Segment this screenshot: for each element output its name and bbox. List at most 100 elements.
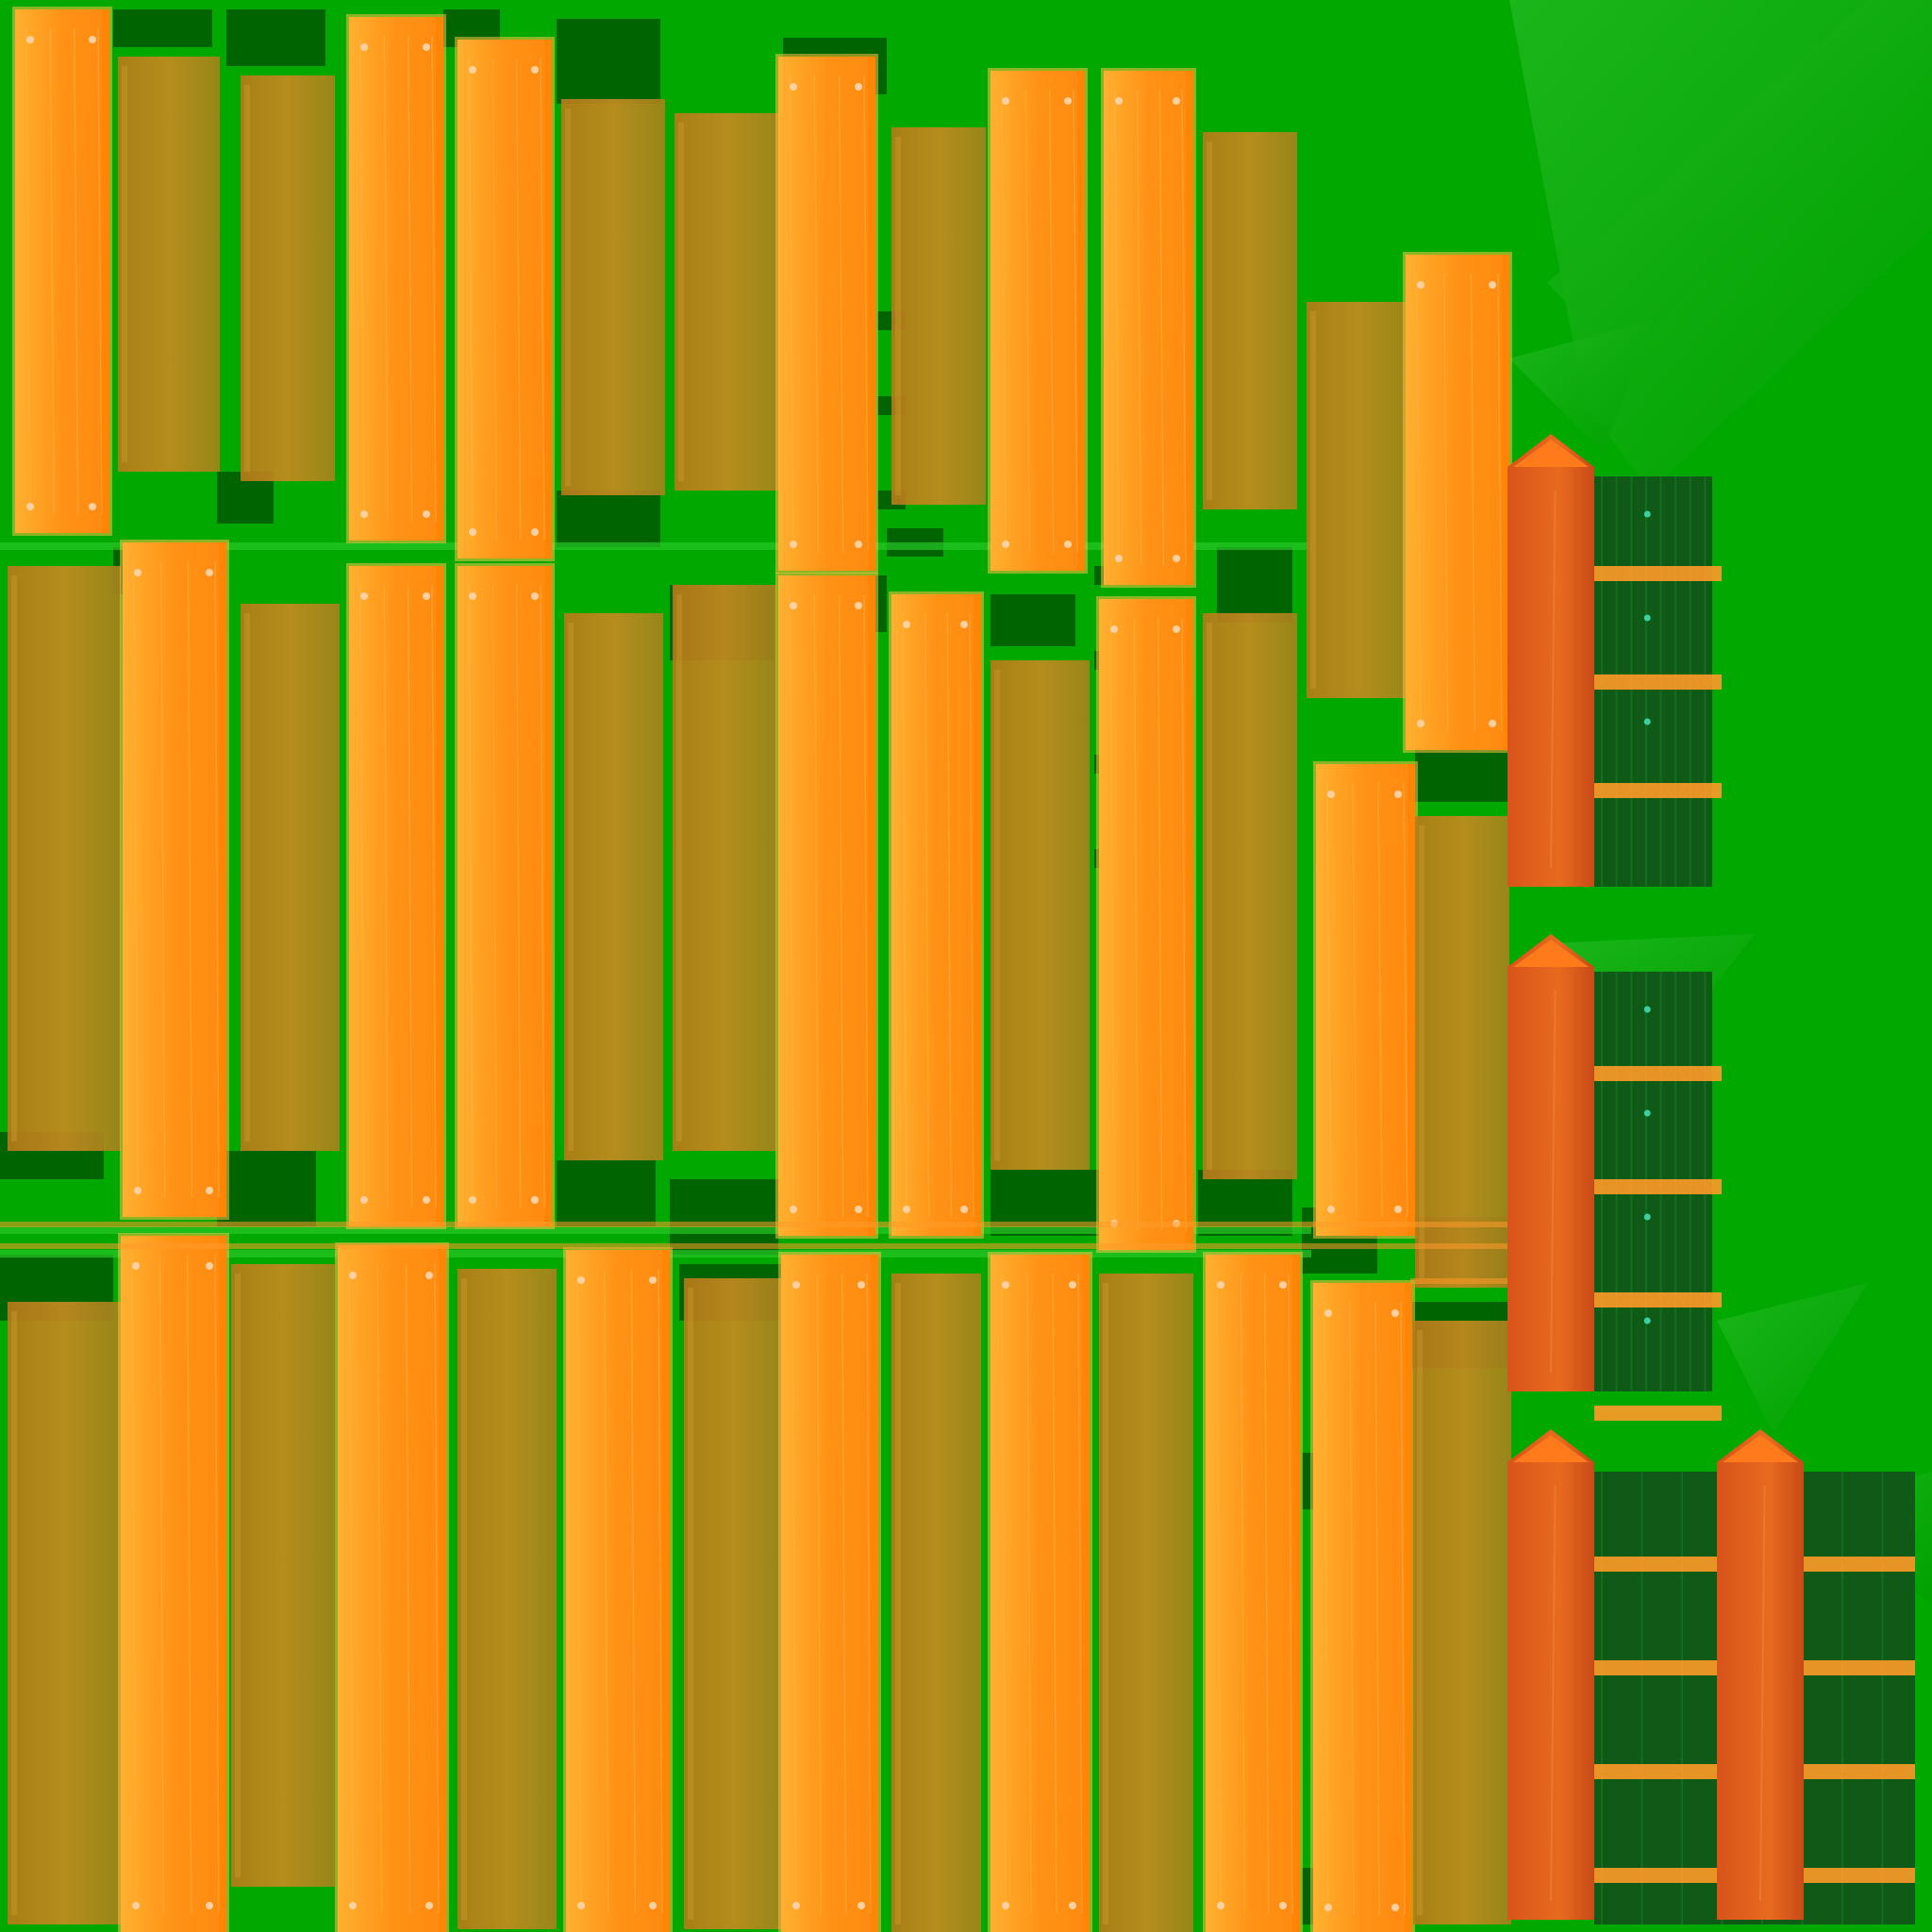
vertical-plank-icon	[891, 127, 986, 505]
plank-face	[121, 1236, 226, 1932]
wood-grain	[468, 58, 474, 541]
wood-grain	[1109, 617, 1115, 1232]
vertical-plank-icon	[1099, 1274, 1193, 1932]
wood-grain	[1352, 782, 1357, 1218]
wood-grain	[49, 27, 56, 515]
plank-face-shadowed	[991, 660, 1090, 1170]
vertical-plank-icon	[1313, 761, 1418, 1239]
horizontal-rail-icon	[0, 1222, 1538, 1227]
wood-grain	[158, 1254, 165, 1914]
wood-grain	[405, 1263, 411, 1914]
wood-grain	[1052, 1273, 1058, 1914]
horizontal-rail-icon	[1594, 675, 1722, 690]
wood-grain	[1419, 825, 1424, 1278]
plank-face	[781, 1255, 878, 1932]
plank-face	[1313, 1283, 1412, 1932]
wood-grain	[863, 75, 869, 553]
nail-dot	[425, 1902, 433, 1909]
horizontal-rail-icon	[1594, 1179, 1722, 1194]
vertical-plank-icon	[988, 68, 1088, 574]
nail-dot	[360, 592, 368, 600]
plank-edge	[439, 1245, 446, 1932]
nail-dot	[1002, 1902, 1009, 1909]
nail-dot	[469, 1196, 476, 1204]
plank-edge	[1082, 1255, 1090, 1932]
plank-edge	[868, 575, 875, 1236]
nail-dot	[1002, 97, 1009, 105]
plank-face	[991, 1255, 1090, 1932]
wood-grain	[866, 1273, 872, 1914]
nail-dot	[903, 621, 910, 628]
vertical-plank-icon	[455, 37, 555, 561]
horizontal-rail-icon	[1594, 783, 1722, 798]
plank-edge	[219, 542, 226, 1217]
gap-slot-3	[557, 19, 660, 104]
wood-grain	[565, 108, 571, 486]
wood-grain	[1103, 1283, 1108, 1924]
wood-grain	[1403, 782, 1408, 1218]
plank-face-shadowed	[1307, 302, 1410, 698]
plank-face	[1104, 71, 1193, 585]
plank-edge	[1502, 255, 1509, 750]
wood-grain	[515, 58, 522, 541]
wood-grain	[1349, 1301, 1355, 1916]
horizontal-rail-icon	[0, 1243, 1538, 1249]
wood-grain	[1310, 311, 1316, 689]
wood-grain	[1207, 142, 1212, 500]
post-cap	[1513, 940, 1589, 967]
vertical-plank-icon	[346, 563, 446, 1229]
plank-edge	[102, 9, 109, 533]
wood-grain	[11, 1311, 17, 1915]
nail-dot	[792, 1902, 800, 1909]
wood-grain	[1442, 273, 1449, 732]
plank-face-shadowed	[1415, 816, 1509, 1288]
wood-grain	[244, 85, 250, 472]
vertical-plank-icon	[241, 604, 340, 1151]
wood-grain	[407, 584, 413, 1208]
wood-grain	[1416, 273, 1422, 732]
nail-dot	[206, 569, 213, 576]
wood-grain	[431, 584, 437, 1208]
wood-grain	[359, 584, 365, 1208]
nail-dot	[206, 1902, 213, 1909]
gap-slot-15	[217, 1151, 316, 1226]
wood-grain	[133, 560, 139, 1199]
vertical-plank-icon	[775, 54, 878, 574]
pointed-fence-post-icon	[1507, 434, 1594, 887]
plank-face	[1099, 599, 1193, 1250]
plank-edge	[436, 566, 443, 1226]
nail-dot	[1173, 555, 1180, 562]
vertical-plank-icon	[118, 1233, 229, 1932]
plank-edge	[871, 1255, 878, 1932]
gap-slot-7	[557, 491, 660, 547]
plank-face	[15, 9, 109, 533]
plank-face	[891, 594, 981, 1236]
nail-dot	[1064, 97, 1072, 105]
plank-face	[778, 57, 875, 571]
plank-face-shadowed	[241, 604, 340, 1151]
wood-grain	[816, 1273, 823, 1914]
nail-dot	[903, 1206, 910, 1213]
vertical-plank-icon	[561, 99, 665, 495]
nail-dot	[531, 528, 539, 536]
nail-dot	[1489, 720, 1496, 727]
wood-grain	[25, 27, 31, 515]
wood-grain	[791, 1273, 797, 1914]
horizontal-rail-icon	[1410, 1278, 1519, 1284]
vertical-plank-icon	[775, 573, 878, 1239]
nail-dot	[531, 1196, 539, 1204]
wood-grain	[902, 612, 908, 1218]
nail-dot	[1394, 791, 1402, 798]
wood-grain	[1073, 89, 1078, 553]
plank-face	[1316, 764, 1415, 1236]
vertical-plank-icon	[1101, 68, 1196, 588]
wood-grain	[159, 560, 166, 1199]
vertical-plank-icon	[991, 660, 1090, 1170]
vertical-plank-icon	[335, 1242, 449, 1932]
post-body	[1507, 934, 1594, 1391]
plank-face-shadowed	[1413, 1321, 1511, 1924]
nail-dot	[531, 592, 539, 600]
post-cap	[1513, 440, 1589, 467]
